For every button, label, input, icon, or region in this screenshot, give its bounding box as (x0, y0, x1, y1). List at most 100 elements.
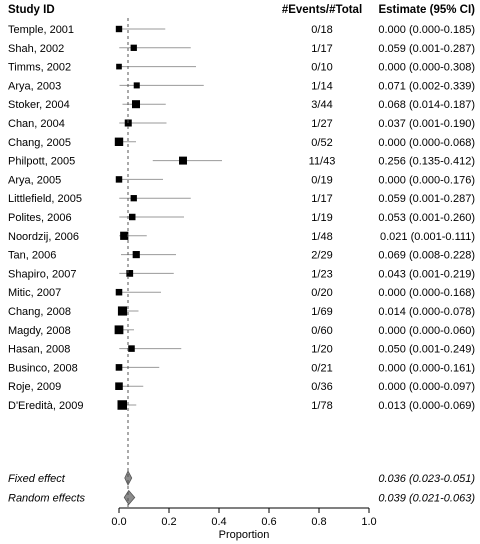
x-tick-label: 0.8 (311, 516, 326, 528)
study-name: Timms, 2002 (8, 62, 71, 74)
estimate-ci: 0.071 (0.002-0.339) (378, 80, 475, 92)
events-total: 0/20 (311, 287, 332, 299)
summary-estimate-ci: 0.039 (0.021-0.063) (378, 493, 475, 505)
estimate-square (120, 231, 129, 240)
study-row: Littlefield, 2005 1/17 0.059 (0.001-0.287) (8, 193, 475, 205)
study-row: Mitic, 2007 0/20 0.000 (0.000-0.168) (8, 287, 475, 299)
study-row: Magdy, 2008 0/60 0.000 (0.000-0.060) (8, 325, 475, 337)
events-total: 1/48 (311, 231, 332, 243)
estimate-ci: 0.059 (0.001-0.287) (378, 193, 475, 205)
summary-label: Random effects (8, 493, 86, 505)
events-total: 0/60 (311, 325, 332, 337)
estimate-square (129, 213, 136, 221)
estimate-ci: 0.069 (0.008-0.228) (378, 250, 475, 262)
study-row: Philpott, 2005 11/43 0.256 (0.135-0.412) (8, 156, 475, 168)
study-name: Littlefield, 2005 (8, 193, 82, 205)
estimate-square (130, 195, 137, 202)
estimate-square (131, 100, 141, 109)
events-total: 0/18 (311, 24, 332, 36)
estimate-square (115, 176, 123, 183)
events-total: 0/10 (311, 62, 332, 74)
study-name: Shapiro, 2007 (8, 268, 77, 280)
events-total: 1/78 (311, 400, 332, 412)
estimate-ci: 0.000 (0.000-0.168) (378, 287, 475, 299)
events-total: 0/36 (311, 381, 332, 393)
study-name: Chang, 2005 (8, 137, 71, 149)
study-name: Businco, 2008 (8, 362, 78, 374)
study-name: Chang, 2008 (8, 306, 71, 318)
study-name: Philpott, 2005 (8, 156, 75, 168)
study-row: D'Eredità, 2009 1/78 0.013 (0.000-0.069) (8, 400, 475, 412)
estimate-square (114, 137, 124, 146)
study-row: Roje, 2009 0/36 0.000 (0.000-0.097) (8, 381, 475, 393)
estimate-ci: 0.256 (0.135-0.412) (378, 156, 475, 168)
x-axis-ticks: 0.0 0.2 0.4 0.6 0.8 1.0 (111, 508, 377, 528)
events-total: 11/43 (309, 156, 336, 168)
x-tick-label: 0.4 (211, 516, 226, 528)
study-row: Businco, 2008 0/21 0.000 (0.000-0.161) (8, 362, 475, 374)
study-row: Hasan, 2008 1/20 0.050 (0.001-0.249) (8, 344, 475, 356)
study-name: Arya, 2005 (8, 174, 61, 186)
estimate-ci: 0.059 (0.001-0.287) (378, 43, 475, 55)
estimate-ci: 0.000 (0.000-0.161) (378, 362, 475, 374)
estimate-square (128, 345, 135, 352)
x-axis: 0.0 0.2 0.4 0.6 0.8 1.0 Proportion (111, 507, 377, 541)
estimate-ci: 0.053 (0.001-0.260) (378, 212, 475, 224)
estimate-square (179, 156, 187, 165)
estimate-ci: 0.000 (0.000-0.097) (378, 381, 475, 393)
summary-diamond (124, 470, 133, 486)
summary-rows: Fixed effect 0.036 (0.023-0.051) Random ef… (8, 470, 475, 506)
events-total: 1/17 (311, 193, 332, 205)
study-row: Chang, 2005 0/52 0.000 (0.000-0.068) (8, 137, 475, 149)
estimate-square (117, 400, 127, 410)
estimate-ci: 0.000 (0.000-0.308) (378, 62, 475, 74)
study-name: Stoker, 2004 (8, 99, 70, 111)
estimate-square (115, 382, 123, 390)
events-total: 2/29 (311, 250, 332, 262)
study-row: Shapiro, 2007 1/23 0.043 (0.001-0.219) (8, 268, 475, 280)
estimate-square (115, 288, 123, 296)
summary-estimate-ci: 0.036 (0.023-0.051) (378, 473, 475, 485)
estimate-square (115, 25, 123, 33)
estimate-square (130, 44, 137, 51)
estimate-ci: 0.000 (0.000-0.068) (378, 137, 475, 149)
summary-label: Fixed effect (8, 473, 66, 485)
study-name: Shah, 2002 (8, 43, 64, 55)
estimate-square (133, 82, 140, 89)
estimate-ci: 0.013 (0.000-0.069) (378, 400, 475, 412)
study-row: Arya, 2005 0/19 0.000 (0.000-0.176) (8, 174, 475, 186)
study-name: Arya, 2003 (8, 80, 61, 92)
study-name: Roje, 2009 (8, 381, 61, 393)
study-name: D'Eredità, 2009 (8, 400, 83, 412)
estimate-square (114, 325, 124, 335)
estimate-square (132, 251, 140, 259)
events-total: 1/69 (311, 306, 332, 318)
study-row: Polites, 2006 1/19 0.053 (0.001-0.260) (8, 212, 475, 224)
study-name: Hasan, 2008 (8, 344, 70, 356)
estimate-square (126, 270, 134, 277)
study-row: Chang, 2008 1/69 0.014 (0.000-0.078) (8, 306, 475, 318)
estimate-ci: 0.000 (0.000-0.185) (378, 24, 475, 36)
estimate-ci: 0.037 (0.001-0.190) (378, 118, 475, 130)
header-events-total: #Events/#Total (282, 4, 362, 16)
study-name: Chan, 2004 (8, 118, 65, 130)
study-rows: Temple, 2001 0/18 0.000 (0.000-0.185) Shah,… (8, 24, 475, 412)
estimate-ci: 0.014 (0.000-0.078) (378, 306, 475, 318)
estimate-square (115, 364, 123, 371)
study-row: Temple, 2001 0/18 0.000 (0.000-0.185) (8, 24, 475, 36)
study-row: Timms, 2002 0/10 0.000 (0.000-0.308) (8, 62, 475, 74)
estimate-square (124, 119, 132, 127)
study-row: Chan, 2004 1/27 0.037 (0.001-0.190) (8, 118, 475, 130)
events-total: 0/52 (311, 137, 332, 149)
summary-diamond (123, 489, 136, 506)
events-total: 1/27 (311, 118, 332, 130)
events-total: 0/21 (311, 362, 332, 374)
events-total: 0/19 (311, 174, 332, 186)
study-row: Noordzij, 2006 1/48 0.021 (0.001-0.111) (8, 231, 475, 243)
estimate-ci: 0.000 (0.000-0.176) (378, 174, 475, 186)
study-name: Tan, 2006 (8, 250, 56, 262)
header-estimate-ci: Estimate (95% CI) (378, 4, 475, 16)
summary-row: Fixed effect 0.036 (0.023-0.051) (8, 470, 475, 486)
events-total: 1/17 (311, 43, 332, 55)
